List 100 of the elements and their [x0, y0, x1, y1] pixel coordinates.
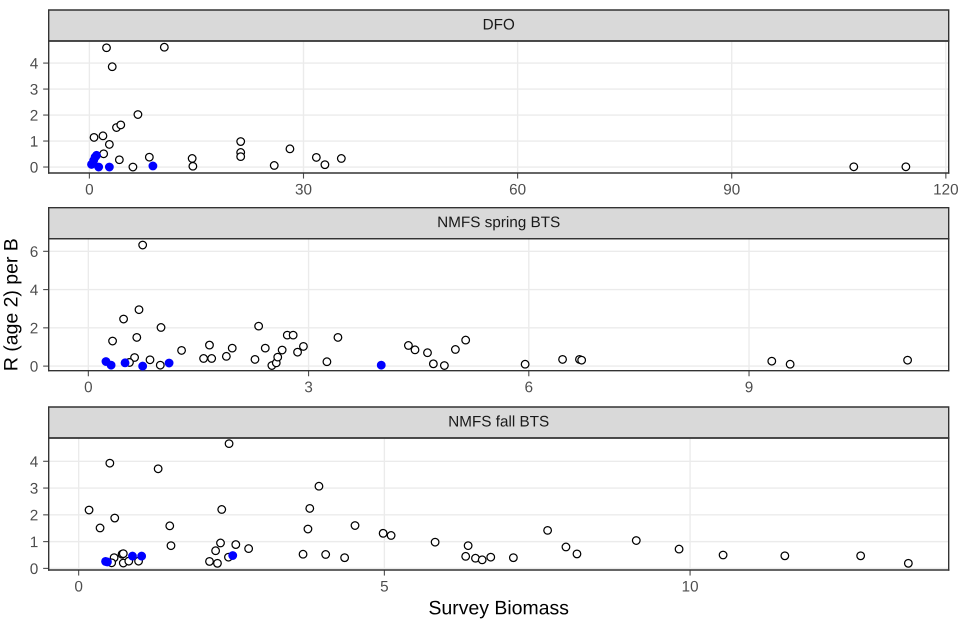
x-tick-label: 5 [380, 580, 388, 592]
point [205, 340, 214, 350]
point [166, 541, 176, 550]
y-tick-label: 2 [30, 510, 38, 520]
point [213, 558, 222, 568]
y-tick-label: 1 [30, 536, 38, 548]
point [188, 154, 197, 163]
x-tick-label: 9 [745, 382, 753, 392]
y-tick-label: 2 [30, 322, 38, 334]
y-tick-label: 0 [30, 563, 38, 574]
point [228, 551, 238, 560]
point [154, 464, 163, 474]
point [236, 152, 246, 162]
point [334, 332, 342, 342]
point [278, 346, 287, 354]
point [236, 137, 246, 146]
point [94, 162, 104, 172]
point [156, 323, 166, 332]
y-tick-label: 4 [30, 456, 38, 467]
x-tick-label: 6 [525, 382, 532, 392]
point [110, 514, 120, 522]
x-tick-label: 120 [934, 184, 958, 195]
point [904, 558, 913, 568]
point [224, 439, 234, 448]
point [430, 538, 440, 547]
point [320, 160, 330, 170]
point [314, 482, 324, 491]
x-tick-label: 60 [510, 184, 526, 195]
point [321, 550, 330, 559]
point [199, 354, 208, 363]
point [260, 344, 270, 353]
point [299, 342, 308, 351]
point [378, 528, 388, 538]
y-tick-label: 0 [30, 162, 38, 173]
point [464, 541, 473, 550]
point [461, 552, 470, 561]
point [102, 43, 111, 52]
point [288, 330, 298, 340]
x-tick-label: 0 [84, 382, 92, 392]
point [322, 357, 332, 366]
y-tick-label: 3 [30, 84, 38, 95]
y-tick-label: 2 [30, 110, 38, 121]
x-tick-label: 0 [86, 184, 94, 195]
point [270, 161, 279, 170]
x-tick-label: 30 [296, 184, 312, 195]
point [543, 526, 552, 535]
point [134, 305, 144, 314]
y-tick-label: 3 [30, 482, 38, 494]
point [104, 162, 114, 172]
point [410, 345, 420, 354]
point [119, 314, 128, 324]
point [293, 348, 302, 357]
point [211, 546, 220, 556]
y-axis-title: R (age 2) per B [3, 239, 22, 370]
point [440, 361, 449, 370]
point [144, 152, 154, 162]
point [90, 132, 98, 142]
point [156, 360, 165, 370]
y-tick-label: 4 [30, 58, 38, 69]
chart-title: DFO [484, 18, 514, 30]
point [146, 355, 154, 364]
point [478, 555, 487, 564]
point [205, 557, 214, 566]
point [250, 354, 260, 364]
point [780, 551, 790, 560]
point [222, 352, 231, 361]
point [486, 552, 496, 562]
point [99, 149, 108, 158]
point [128, 162, 138, 172]
point [520, 360, 530, 369]
point [138, 240, 148, 250]
point [901, 162, 910, 172]
point [148, 162, 158, 170]
point [188, 162, 198, 171]
point [96, 524, 104, 532]
point [177, 346, 186, 355]
x-axis-title: Survey Biomass [429, 600, 568, 618]
point [632, 536, 641, 545]
x-tick-label: 10 [682, 580, 698, 592]
point [423, 348, 432, 358]
point [577, 356, 586, 365]
point [128, 552, 137, 561]
point [217, 505, 226, 514]
point [98, 131, 108, 140]
point [305, 504, 314, 513]
point [114, 155, 124, 164]
point [674, 544, 684, 554]
point [106, 360, 116, 370]
point [130, 353, 140, 362]
point [508, 553, 518, 562]
chart-title: NMFS fall BTS [449, 415, 549, 427]
point [286, 144, 294, 154]
point [786, 360, 795, 369]
point [137, 552, 146, 561]
point [120, 358, 130, 368]
point [404, 341, 413, 350]
point [856, 551, 866, 560]
point [386, 531, 396, 540]
point [228, 344, 237, 353]
y-tick-label: 6 [30, 246, 38, 258]
